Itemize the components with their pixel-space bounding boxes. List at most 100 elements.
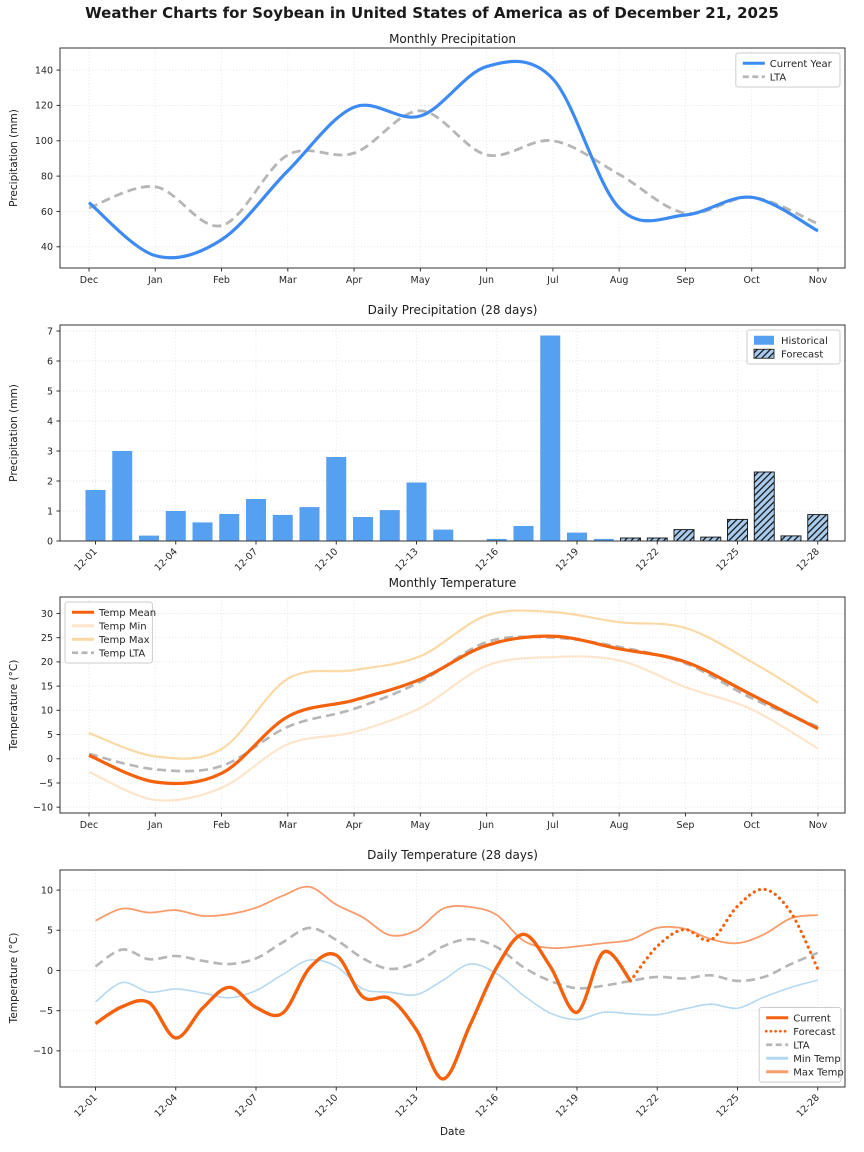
svg-text:Jul: Jul — [546, 820, 558, 831]
legend: Current Year LTA — [735, 52, 841, 88]
svg-text:12-13: 12-13 — [393, 1092, 420, 1119]
svg-text:Dec: Dec — [80, 275, 98, 286]
svg-text:Temp Mean: Temp Mean — [98, 608, 156, 619]
svg-text:Mar: Mar — [279, 275, 297, 286]
svg-text:Max Temp: Max Temp — [793, 1067, 844, 1078]
svg-text:Forecast: Forecast — [781, 349, 823, 360]
svg-text:3: 3 — [47, 446, 53, 457]
bar-historical — [192, 522, 213, 541]
svg-text:5: 5 — [47, 926, 53, 937]
svg-text:25: 25 — [41, 633, 53, 644]
svg-text:30: 30 — [41, 609, 53, 620]
bar-historical — [406, 482, 427, 541]
series-lta — [88, 109, 819, 228]
svg-text:12-01: 12-01 — [72, 1092, 99, 1119]
svg-text:Aug: Aug — [610, 275, 629, 286]
svg-text:LTA: LTA — [770, 72, 787, 83]
svg-text:12-10: 12-10 — [313, 1092, 340, 1119]
y-axis-label-daily-temperature: Temperature (°C) — [8, 932, 20, 1024]
svg-text:2: 2 — [47, 476, 53, 487]
axis-ticks: −10 −5 0 5 10 15 20 25 30 Dec Jan Feb Mar Apr May Jun Ju… — [33, 609, 828, 831]
svg-text:12-22: 12-22 — [634, 1092, 661, 1119]
bar-historical — [379, 510, 400, 541]
series-area — [88, 609, 819, 802]
chart-daily-precipitation: 0 1 2 3 4 5 6 7 12-01 12-04 12-07 12-10 12-13 12-16 12… — [47, 324, 846, 574]
svg-text:5: 5 — [47, 730, 53, 741]
series-area — [94, 885, 820, 1081]
svg-text:10: 10 — [41, 885, 53, 896]
svg-text:Apr: Apr — [346, 820, 363, 831]
svg-text:12-01: 12-01 — [72, 546, 99, 573]
y-axis-label-daily-precipitation: Precipitation (mm) — [8, 384, 20, 482]
svg-text:12-19: 12-19 — [554, 546, 581, 573]
svg-text:15: 15 — [41, 681, 53, 692]
y-axis-label-monthly-precipitation: Precipitation (mm) — [8, 109, 20, 207]
svg-text:Oct: Oct — [743, 275, 760, 286]
svg-text:Jun: Jun — [478, 820, 494, 831]
svg-text:Aug: Aug — [610, 820, 629, 831]
chart-title-monthly-temperature: Monthly Temperature — [388, 576, 517, 590]
bar-historical — [540, 335, 561, 541]
svg-text:Apr: Apr — [346, 275, 363, 286]
series-area — [85, 335, 829, 541]
svg-text:May: May — [411, 820, 431, 831]
series-min-temp — [95, 958, 818, 1021]
svg-text:12-22: 12-22 — [634, 546, 661, 573]
svg-text:−10: −10 — [33, 1046, 53, 1057]
bar-forecast — [620, 537, 641, 541]
axis-ticks: 40 60 80 100 120 140 Dec Jan Feb Mar Apr May Jun Jul A… — [35, 65, 828, 286]
svg-text:12-28: 12-28 — [795, 1092, 822, 1119]
svg-text:12-16: 12-16 — [474, 1092, 501, 1119]
svg-text:Oct: Oct — [743, 820, 760, 831]
chart-title-daily-precipitation: Daily Precipitation (28 days) — [367, 303, 538, 317]
svg-text:20: 20 — [41, 657, 53, 668]
svg-text:Temp LTA: Temp LTA — [98, 648, 145, 659]
bar-historical — [326, 457, 347, 541]
series-lta — [94, 926, 819, 990]
bar-historical — [593, 538, 614, 541]
svg-text:Historical: Historical — [781, 336, 828, 347]
chart-title-monthly-precipitation: Monthly Precipitation — [389, 32, 516, 46]
svg-text:1: 1 — [47, 506, 53, 517]
bar-forecast — [727, 518, 748, 541]
svg-text:Sep: Sep — [676, 275, 694, 286]
bar-historical — [85, 490, 106, 541]
svg-text:120: 120 — [35, 101, 53, 112]
svg-text:80: 80 — [41, 171, 53, 182]
svg-text:Nov: Nov — [809, 820, 828, 831]
series-max-temp — [95, 885, 818, 950]
bar-historical — [567, 532, 587, 541]
svg-text:Forecast: Forecast — [793, 1027, 835, 1038]
svg-text:12-04: 12-04 — [153, 1092, 180, 1119]
svg-text:Jan: Jan — [147, 275, 163, 286]
series-forecast — [628, 887, 820, 983]
svg-text:12-28: 12-28 — [795, 546, 822, 573]
svg-text:Current Year: Current Year — [770, 59, 833, 70]
gridlines — [60, 597, 845, 813]
series-temp-lta — [88, 635, 819, 773]
bar-forecast — [807, 514, 829, 541]
series-current-year — [87, 59, 819, 260]
series-current — [94, 932, 632, 1081]
bar-historical — [353, 517, 373, 541]
chart-daily-temperature: −10 −5 0 5 10 12-01 12-04 12-07 12-10 12-13 12-16 1… — [33, 869, 846, 1120]
bar-historical — [486, 538, 507, 541]
bar-forecast — [753, 471, 775, 541]
svg-text:7: 7 — [47, 326, 53, 337]
svg-text:Temp Max: Temp Max — [98, 635, 150, 646]
svg-text:Dec: Dec — [80, 820, 98, 831]
svg-text:−5: −5 — [39, 1006, 53, 1017]
bar-historical — [433, 529, 454, 541]
series-temp-mean — [88, 634, 819, 786]
bar-forecast — [700, 536, 722, 541]
svg-text:May: May — [411, 275, 431, 286]
chart-monthly-precipitation: 40 60 80 100 120 140 Dec Jan Feb Mar Apr May Jun Jul A… — [35, 47, 846, 286]
series-temp-min — [88, 655, 819, 802]
svg-text:LTA: LTA — [793, 1040, 810, 1051]
svg-text:Nov: Nov — [809, 275, 828, 286]
svg-text:12-07: 12-07 — [233, 546, 260, 573]
bar-forecast — [780, 535, 802, 541]
svg-text:12-07: 12-07 — [233, 1092, 260, 1119]
